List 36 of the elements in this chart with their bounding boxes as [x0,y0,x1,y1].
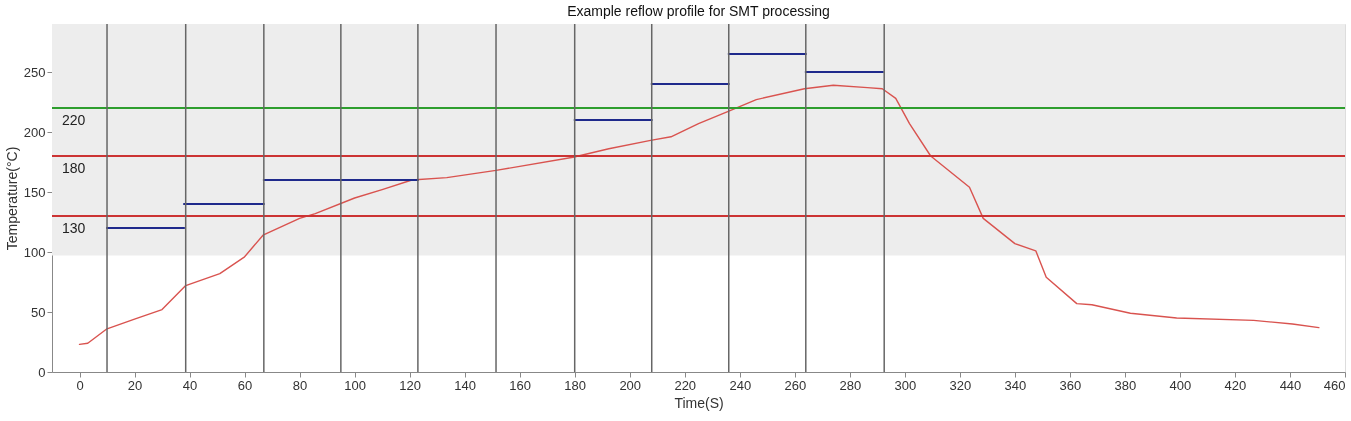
x-tick-label: 360 [1059,377,1082,393]
ref-line-label: 130 [62,220,86,236]
x-tick-label: 460 [1323,377,1346,393]
x-tick-label: 280 [839,377,862,393]
x-tick-label: 160 [509,377,532,393]
y-axis-title: Temperature(°C) [3,146,20,251]
x-tick-label: 320 [949,377,972,393]
x-tick-label: 220 [674,377,697,393]
x-tick-label: 180 [564,377,587,393]
y-tick-label: 250 [23,64,46,80]
x-tick-label: 420 [1224,377,1247,393]
x-tick-label: 300 [894,377,917,393]
x-tick-label: 260 [784,377,807,393]
x-tick-label: 380 [1114,377,1137,393]
x-tick-label: 240 [729,377,752,393]
x-tick-label: 0 [76,377,84,393]
y-tick-label: 150 [23,184,46,200]
x-tick-label: 200 [619,377,642,393]
y-tick-label: 0 [38,364,46,380]
y-tick-label: 50 [31,304,46,320]
x-tick-label: 80 [292,377,308,393]
ref-line-label: 220 [62,112,86,128]
x-tick-label: 20 [127,377,143,393]
x-tick-label: 140 [454,377,477,393]
x-tick-label: 60 [237,377,253,393]
x-axis-title: Time(S) [674,394,724,411]
x-tick-label: 440 [1279,377,1302,393]
y-tick-label: 200 [23,124,46,140]
ref-line-label: 180 [62,160,86,176]
x-tick-label: 100 [344,377,366,393]
x-tick-label: 340 [1004,377,1027,393]
x-tick-label: 40 [182,377,198,393]
chart-title: Example reflow profile for SMT processing [567,3,830,20]
y-tick-label: 100 [23,244,46,260]
x-tick-label: 400 [1169,377,1192,393]
x-tick-label: 120 [399,377,421,393]
